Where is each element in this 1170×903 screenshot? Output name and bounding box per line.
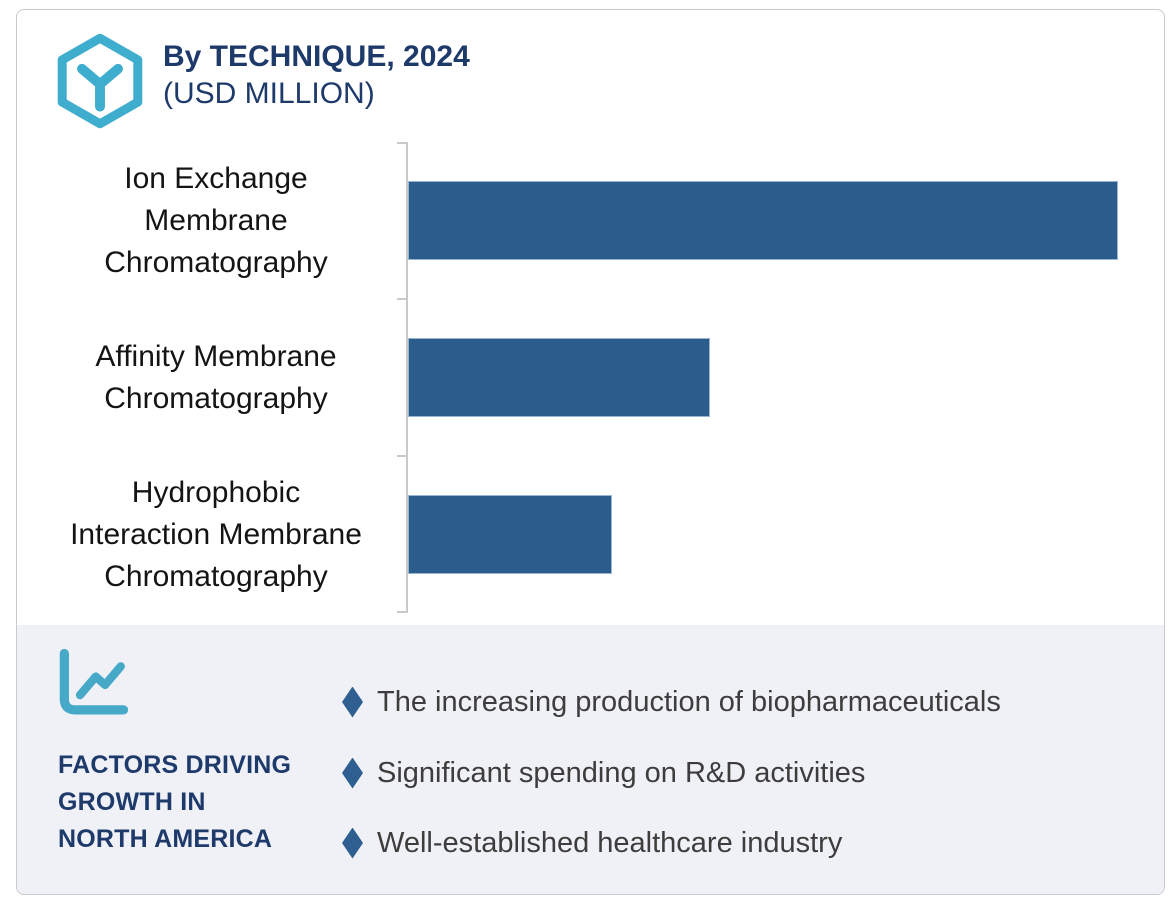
category-label: Ion Exchange Membrane Chromatography [104,161,328,279]
bar-chart: Ion Exchange Membrane Chromatography Affi… [17,142,1164,613]
hexagon-y-logo-icon [57,33,143,129]
factor-text: Significant spending on R&D activities [377,757,866,789]
chart-row: Ion Exchange Membrane Chromatography [17,142,1164,299]
diamond-bullet-icon [342,686,363,718]
chart-subtitle: (USD MILLION) [163,77,375,110]
bar-track [408,338,1154,417]
bar-track [408,495,1154,574]
chart-title: By TECHNIQUE, 2024 [163,40,470,73]
axis-tick [397,611,406,613]
chart-row: Affinity Membrane Chromatography [17,299,1164,456]
category-label: Hydrophobic Interaction Membrane Chromat… [70,475,362,593]
factors-panel: FACTORS DRIVING GROWTH IN NORTH AMERICA … [17,625,1164,894]
factors-heading: FACTORS DRIVING GROWTH IN NORTH AMERICA [58,751,292,853]
bar-track [408,181,1154,260]
infographic-card: By TECHNIQUE, 2024 (USD MILLION) Ion Exc… [16,9,1165,895]
bar-3 [408,495,613,574]
factor-item: Well-established healthcare industry [342,823,842,863]
axis-tick [397,455,406,458]
axis-tick [397,142,406,144]
factor-text: The increasing production of biopharmace… [377,686,1001,718]
category-axis [397,142,408,613]
category-label: Affinity Membrane Chromatography [95,339,337,415]
factor-item: Significant spending on R&D activities [342,753,865,793]
line-chart-icon [59,648,129,715]
bar-1 [408,181,1118,260]
factor-text: Well-established healthcare industry [377,827,843,859]
axis-tick [397,297,406,300]
chart-row: Hydrophobic Interaction Membrane Chromat… [17,456,1164,613]
diamond-bullet-icon [342,827,363,859]
bar-2 [408,338,711,417]
chart-header: By TECHNIQUE, 2024 (USD MILLION) [17,10,1164,142]
title-block: By TECHNIQUE, 2024 (USD MILLION) [163,38,470,112]
diamond-bullet-icon [342,757,363,789]
factor-item: The increasing production of biopharmace… [342,682,1001,722]
